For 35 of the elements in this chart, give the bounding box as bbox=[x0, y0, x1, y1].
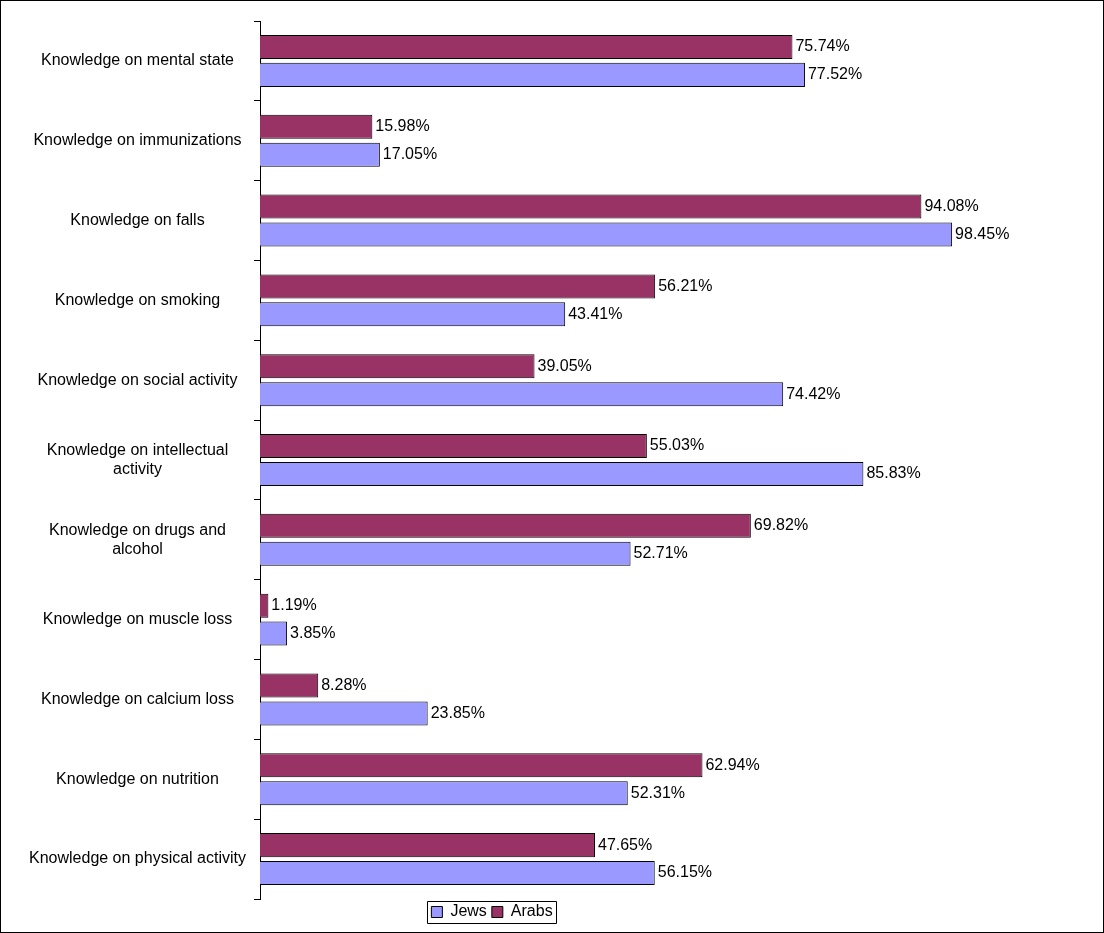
data-label: 56.15% bbox=[657, 863, 712, 881]
data-label: 1.19% bbox=[271, 596, 317, 614]
data-label: 39.05% bbox=[537, 356, 592, 374]
data-label: 74.42% bbox=[786, 384, 841, 402]
data-label: 85.83% bbox=[866, 464, 921, 482]
y-tick-label: Knowledge on muscle loss bbox=[42, 610, 233, 628]
data-label: 98.45% bbox=[955, 224, 1010, 242]
data-label: 15.98% bbox=[375, 117, 430, 135]
y-tick-label: Knowledge on mental state bbox=[41, 51, 235, 69]
data-label: 56.21% bbox=[658, 276, 713, 294]
y-tick-label: Knowledge on falls bbox=[70, 210, 205, 228]
data-label: 17.05% bbox=[382, 145, 438, 163]
legend-label: Arabs bbox=[510, 902, 553, 920]
legend-label: Jews bbox=[450, 902, 487, 920]
data-label: 8.28% bbox=[321, 675, 367, 693]
data-label: 52.71% bbox=[633, 544, 688, 562]
y-tick-label: Knowledge on social activity bbox=[37, 370, 238, 388]
data-label: 52.31% bbox=[630, 783, 686, 801]
data-label: 75.74% bbox=[795, 37, 850, 55]
data-label: 43.41% bbox=[568, 304, 623, 322]
data-label: 69.82% bbox=[753, 516, 809, 534]
data-label: 47.65% bbox=[597, 835, 653, 853]
data-label: 77.52% bbox=[807, 65, 863, 83]
y-tick-label: Knowledge on smoking bbox=[54, 290, 221, 308]
y-tick-label: Knowledge on physical activity bbox=[29, 849, 247, 867]
y-tick-label: Knowledge on intellectual activity bbox=[46, 440, 229, 478]
data-label: 23.85% bbox=[430, 703, 485, 721]
data-label: 55.03% bbox=[649, 436, 705, 454]
data-label: 94.08% bbox=[924, 196, 979, 214]
data-label: 3.85% bbox=[290, 624, 336, 642]
y-tick-label: Knowledge on drugs and alcohol bbox=[48, 520, 227, 557]
y-tick-label: Knowledge on immunizations bbox=[33, 131, 242, 149]
data-label: 62.94% bbox=[705, 755, 760, 773]
y-tick-label: Knowledge on calcium loss bbox=[41, 689, 234, 707]
y-tick-label: Knowledge on nutrition bbox=[56, 769, 219, 787]
